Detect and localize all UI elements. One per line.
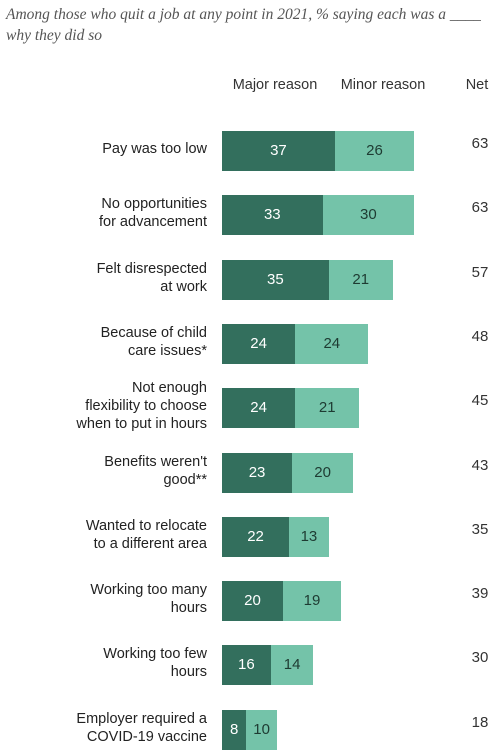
category-label: Felt disrespected at work xyxy=(96,260,207,295)
value-label-minor: 19 xyxy=(303,592,321,610)
net-value: 18 xyxy=(471,713,489,731)
category-label: Benefits weren't good** xyxy=(104,453,207,488)
value-label-minor: 24 xyxy=(323,334,341,352)
net-value: 43 xyxy=(471,456,489,474)
net-value: 48 xyxy=(471,327,489,345)
bar-minor-reason xyxy=(270,645,314,686)
bar-major-reason xyxy=(222,259,329,300)
category-label: Working too few hours xyxy=(103,646,207,681)
bar-major-reason xyxy=(222,581,283,622)
net-value: 30 xyxy=(471,649,489,667)
value-label-major: 33 xyxy=(263,206,281,224)
value-label-major: 8 xyxy=(230,720,239,738)
bar-minor-reason xyxy=(322,195,415,236)
bar-minor-reason xyxy=(334,131,415,171)
value-label-major: 37 xyxy=(270,142,287,159)
bar-minor-reason xyxy=(283,581,341,622)
bar-minor-reason xyxy=(295,323,369,364)
bar-minor-reason xyxy=(295,388,360,429)
value-label-minor: 14 xyxy=(283,656,301,674)
category-label: Working too many hours xyxy=(90,582,207,617)
net-value: 45 xyxy=(471,392,489,410)
value-label-minor: 21 xyxy=(318,399,336,417)
value-label-major: 22 xyxy=(247,527,264,545)
value-label-minor: 13 xyxy=(300,527,318,545)
net-value: 39 xyxy=(471,585,489,603)
bar-major-reason xyxy=(222,323,296,364)
bar-major-reason xyxy=(222,516,290,557)
bar-minor-reason xyxy=(289,516,329,557)
value-label-minor: 10 xyxy=(253,720,270,738)
category-label: Pay was too low xyxy=(102,141,207,157)
header-major-reason: Major reason xyxy=(232,77,318,93)
bar-major-reason xyxy=(222,195,323,236)
net-value: 63 xyxy=(471,135,489,152)
category-label: Wanted to relocate to a different area xyxy=(85,517,207,552)
bar-major-reason xyxy=(222,452,293,493)
value-label-minor: 21 xyxy=(352,270,370,288)
category-label: Employer required a COVID-19 vaccine xyxy=(76,710,207,745)
value-label-minor: 26 xyxy=(366,142,383,159)
value-label-minor: 30 xyxy=(360,206,377,224)
value-label-major: 23 xyxy=(248,463,266,481)
value-label-major: 16 xyxy=(238,656,255,674)
value-label-major: 20 xyxy=(244,592,261,610)
bar-minor-reason xyxy=(292,452,354,493)
bar-major-reason xyxy=(222,645,271,686)
net-value: 35 xyxy=(471,520,489,538)
bar-major-reason xyxy=(222,388,296,429)
value-label-major: 35 xyxy=(267,270,284,288)
header-minor-reason: Minor reason xyxy=(340,77,426,93)
value-label-major: 24 xyxy=(250,399,267,417)
chart-subtitle: Among those who quit a job at any point … xyxy=(6,6,481,44)
category-label: Not enough flexibility to choose when to p… xyxy=(76,380,207,433)
net-value: 63 xyxy=(471,199,489,217)
value-label-major: 24 xyxy=(250,334,267,352)
bar-minor-reason xyxy=(328,259,393,300)
bar-major-reason xyxy=(222,131,335,171)
net-value: 57 xyxy=(471,263,489,281)
header-net: Net xyxy=(465,77,489,93)
category-label: No opportunities for advancement xyxy=(98,196,207,231)
category-label: Because of child care issues* xyxy=(100,324,207,359)
value-label-minor: 20 xyxy=(314,463,331,481)
